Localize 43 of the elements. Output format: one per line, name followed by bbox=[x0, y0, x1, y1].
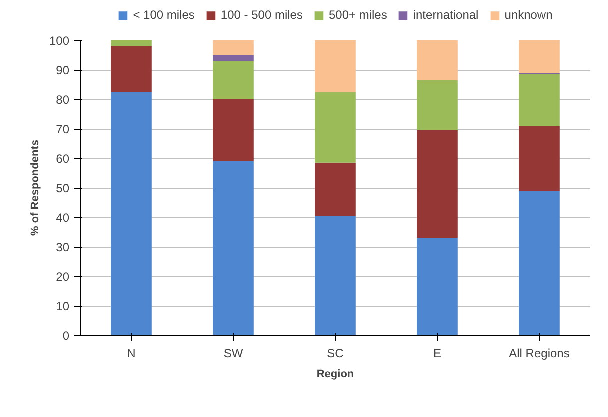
x-tick-label: SW bbox=[224, 346, 244, 360]
y-tick-label: 40 bbox=[56, 211, 70, 225]
x-tick-label: N bbox=[127, 346, 136, 360]
y-tick-label: 50 bbox=[56, 182, 70, 196]
bar bbox=[111, 92, 152, 336]
bar bbox=[417, 238, 458, 336]
bar bbox=[519, 126, 560, 191]
bar bbox=[417, 130, 458, 238]
bar bbox=[417, 80, 458, 130]
bar bbox=[315, 216, 356, 336]
legend-label: international bbox=[413, 8, 479, 22]
y-tick-label: 0 bbox=[62, 329, 70, 343]
bar bbox=[111, 46, 152, 92]
bar bbox=[213, 55, 254, 62]
bar bbox=[111, 40, 152, 46]
bar bbox=[213, 40, 254, 56]
bar bbox=[315, 92, 356, 163]
bar bbox=[519, 74, 560, 126]
legend-label: unknown bbox=[504, 8, 553, 22]
bar bbox=[519, 190, 560, 336]
y-tick-label: 70 bbox=[56, 122, 70, 136]
x-tick-label: SC bbox=[327, 346, 344, 360]
x-tick-label: E bbox=[434, 346, 442, 360]
bar bbox=[417, 40, 458, 80]
y-tick-label: 80 bbox=[56, 93, 70, 107]
legend-label: 500+ miles bbox=[328, 8, 388, 22]
bar bbox=[213, 161, 254, 336]
bar bbox=[315, 40, 356, 92]
y-axis-title: % of Respondents bbox=[29, 140, 42, 236]
y-tick-label: 30 bbox=[56, 240, 70, 254]
bar bbox=[519, 40, 560, 73]
y-tick-label: 10 bbox=[56, 300, 70, 314]
bar bbox=[213, 100, 254, 162]
y-tick-label: 100 bbox=[49, 34, 70, 48]
y-tick-label: 90 bbox=[56, 64, 70, 78]
bar bbox=[213, 61, 254, 100]
y-tick-label: 60 bbox=[56, 152, 70, 166]
legend-label: < 100 miles bbox=[133, 8, 195, 22]
bar bbox=[315, 162, 356, 216]
y-tick-label: 20 bbox=[56, 270, 70, 284]
legend-label: 100 - 500 miles bbox=[220, 8, 303, 22]
x-axis-title: Region bbox=[316, 368, 354, 380]
x-tick-label: All Regions bbox=[509, 346, 570, 360]
